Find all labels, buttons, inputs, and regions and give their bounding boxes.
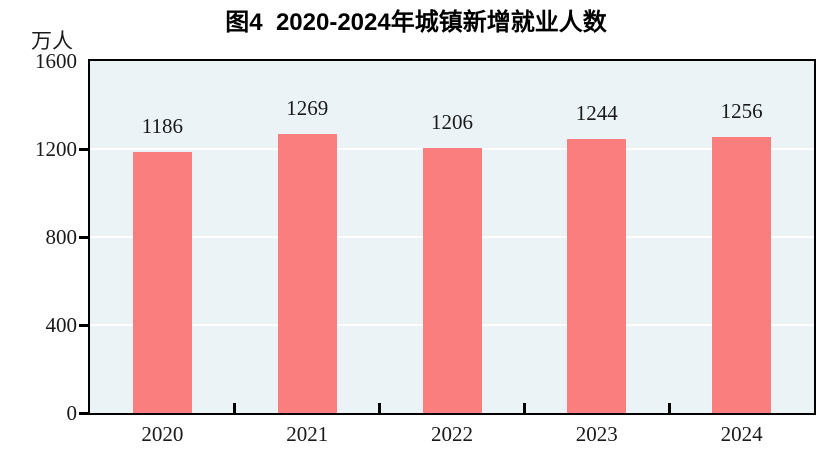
value-label-2023: 1244 [575,101,618,126]
y-axis-tick [79,147,88,151]
x-axis-tick [378,403,382,413]
y-tick-label-1600: 1600 [35,49,77,73]
y-tick-label-1200: 1200 [35,137,77,161]
x-tick-label-2020: 2020 [141,422,184,446]
x-tick-label-2023: 2023 [575,422,618,446]
bar-2021 [277,133,337,413]
x-tick-label-2021: 2021 [286,422,329,446]
chart-title: 图4 2020-2024年城镇新增就业人数 [225,9,607,36]
value-label-2020: 1186 [141,114,183,139]
value-label-2024: 1256 [720,98,763,123]
y-tick-label-400: 400 [45,313,78,337]
bar-2022 [422,147,482,413]
value-label-2022: 1206 [431,109,473,134]
y-axis-unit-label: 万人 [31,29,73,53]
bar-2020 [132,152,192,413]
x-axis-tick [233,403,237,413]
y-tick-label-0: 0 [66,401,78,425]
value-label-2021: 1269 [286,95,329,120]
x-tick-label-2022: 2022 [431,422,473,446]
y-tick-label-800: 800 [45,225,78,249]
x-tick-label-2024: 2024 [720,422,763,446]
bar-2023 [567,139,627,413]
y-axis-tick [79,323,88,327]
y-axis-tick [79,411,88,415]
plot-area: 1186 1269 1206 1244 1256 [88,59,816,415]
bar-2024 [712,136,772,413]
x-axis-tick [522,403,526,413]
x-axis-tick [667,403,671,413]
y-axis-tick [79,235,88,239]
